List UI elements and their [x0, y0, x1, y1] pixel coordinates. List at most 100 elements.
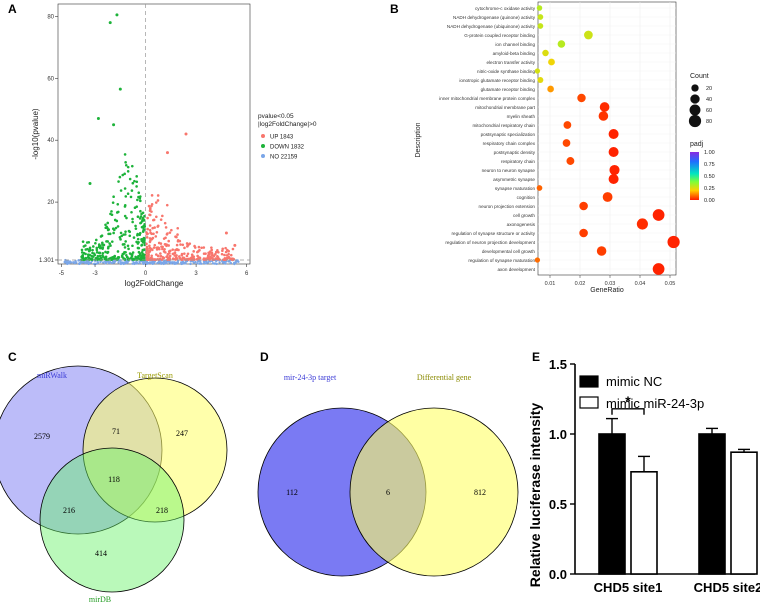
- volcano-point-up: [150, 204, 153, 208]
- bar-mimic-nc: [698, 433, 726, 575]
- significance-star: *: [625, 393, 631, 409]
- volcano-point-up: [216, 249, 219, 252]
- volcano-point-up: [164, 243, 167, 246]
- bar-y-tick-label: 0.0: [549, 567, 567, 582]
- volcano-point-down: [98, 251, 102, 255]
- volcano-point-up: [155, 230, 159, 234]
- volcano-point-up: [174, 248, 177, 252]
- volcano-point-up: [151, 226, 155, 230]
- volcano-point-down: [85, 241, 89, 244]
- volcano-point-up: [210, 246, 213, 249]
- volcano-point-down: [86, 247, 89, 251]
- volcano-point-down: [113, 257, 117, 260]
- volcano-point-ns: [233, 262, 236, 266]
- volcano-point-ns: [189, 262, 192, 266]
- legend-label-mimic-mir: mimic miR-24-3p: [606, 396, 704, 411]
- dotplot-x-tick-label: 0.03: [605, 281, 616, 287]
- volcano-point-up: [210, 256, 213, 260]
- volcano-point-down: [128, 230, 132, 234]
- dotplot-term-label: axonogenesis: [507, 222, 536, 227]
- volcano-point-down: [128, 234, 132, 238]
- volcano-point-down: [123, 172, 126, 176]
- venn-c-count-mirwalk-targetscan: 71: [112, 427, 120, 436]
- volcano-point-down: [94, 241, 97, 245]
- volcano-point-down: [143, 214, 146, 218]
- volcano-point-down: [124, 230, 127, 233]
- volcano-legend-swatch: [261, 134, 265, 138]
- bar-y-tick-label: 1.0: [549, 427, 567, 442]
- volcano-point-ns: [74, 259, 77, 263]
- volcano-point-up: [153, 258, 157, 261]
- volcano-point-down: [140, 243, 144, 247]
- dotplot-point: [636, 218, 648, 230]
- bar-mimic-nc: [598, 433, 626, 575]
- venn-c-count-mirwalk-mirdb: 216: [63, 506, 75, 515]
- volcano-point-up: [176, 240, 180, 243]
- volcano-point-up: [150, 254, 153, 258]
- dotplot-term-label: ionotropic glutamate receptor binding: [459, 78, 535, 83]
- volcano-y-tick-label: 1.301: [39, 258, 55, 264]
- volcano-point-up: [214, 252, 217, 256]
- volcano-point-up: [166, 254, 169, 258]
- volcano-point-up: [158, 247, 161, 251]
- dotplot-point: [667, 235, 680, 249]
- dotplot-point: [537, 23, 544, 29]
- volcano-point-up: [190, 253, 194, 256]
- volcano-point-ns: [151, 262, 154, 265]
- volcano-point-ns: [236, 259, 239, 262]
- volcano-point-up: [162, 256, 166, 260]
- volcano-point-up: [146, 227, 149, 231]
- volcano-plot: -5 -3 0 3 6 1.301 20 40 60 80 log2FoldChange -log…: [31, 3, 317, 288]
- volcano-point-up: [175, 257, 179, 260]
- dotplot-point: [652, 263, 665, 275]
- volcano-point-down: [126, 192, 130, 195]
- dotplot-point: [608, 146, 619, 158]
- volcano-point-down: [132, 236, 136, 239]
- volcano-point-up: [180, 253, 184, 257]
- volcano-point-ns: [81, 260, 85, 264]
- volcano-point-up: [155, 246, 158, 250]
- volcano-point-down: [96, 254, 100, 258]
- volcano-point-up: [217, 251, 220, 254]
- volcano-point-down: [123, 251, 126, 254]
- volcano-point-ns: [211, 262, 215, 265]
- dotplot-x-tick-label: 0.01: [545, 281, 556, 287]
- bar-category-label: CHD5 site2: [694, 580, 760, 595]
- count-legend-label: 60: [706, 108, 712, 114]
- volcano-point-ns: [142, 262, 145, 265]
- dotplot-point: [536, 185, 543, 191]
- volcano-point-up: [181, 243, 185, 247]
- volcano-point-down: [116, 257, 120, 260]
- volcano-point-down: [135, 175, 138, 178]
- volcano-point-ns: [119, 261, 123, 264]
- volcano-legend-label: DOWN 1832: [270, 145, 305, 151]
- padj-legend-title: padj: [690, 141, 704, 148]
- bar-y-axis-label: Relative luciferase intensity: [527, 403, 543, 588]
- volcano-point-up: [179, 243, 182, 246]
- venn-diagram-c: miRWalk TargetScan mirDB 2579 247 71 118…: [0, 365, 228, 604]
- volcano-y-tick-label: 40: [47, 138, 54, 144]
- dotplot-term-label: neuron projection extension: [479, 204, 536, 209]
- bar-y-tick-label: 0.5: [549, 497, 567, 512]
- volcano-point-down: [131, 251, 135, 254]
- volcano-point-up: [214, 257, 217, 260]
- volcano-point-down: [142, 219, 146, 222]
- volcano-point-ns: [203, 261, 206, 265]
- dotplot-term-label: respiratory chain complex: [483, 141, 536, 146]
- volcano-point-up: [181, 258, 184, 261]
- volcano-point-up: [167, 239, 171, 243]
- venn-d-label-differential: Differential gene: [417, 373, 472, 382]
- volcano-point-down: [121, 173, 125, 177]
- volcano-point-up: [145, 255, 148, 258]
- volcano-point-up: [159, 252, 162, 255]
- volcano-point-up: [223, 258, 226, 261]
- volcano-point-ns: [123, 261, 126, 264]
- dotplot-term-label: G-protein coupled receptor binding: [464, 33, 535, 38]
- volcano-point-ns: [156, 261, 159, 265]
- volcano-point-down: [130, 210, 133, 214]
- dotplot-y-axis-label: Description: [415, 122, 422, 157]
- volcano-point-up: [167, 244, 170, 247]
- volcano-point-ns: [68, 260, 72, 263]
- dotplot-point: [562, 139, 571, 147]
- dotplot-x-axis-label: GeneRatio: [590, 287, 624, 294]
